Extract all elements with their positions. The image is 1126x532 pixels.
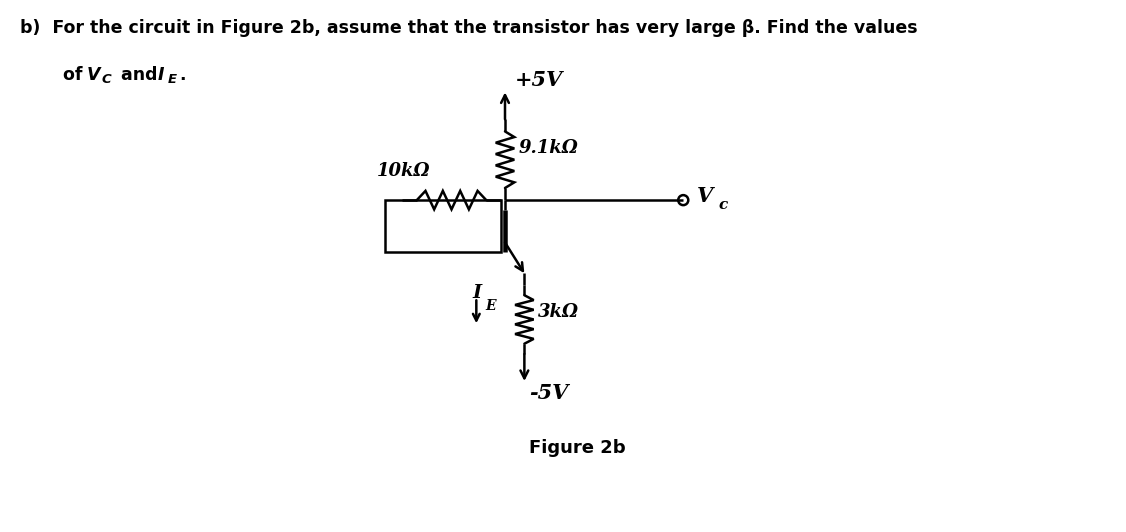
Text: of: of	[45, 66, 89, 85]
Text: +5V: +5V	[515, 70, 563, 90]
Text: c: c	[718, 198, 729, 212]
Text: .: .	[179, 66, 186, 85]
Text: b)  For the circuit in Figure 2b, assume that the transistor has very large β. F: b) For the circuit in Figure 2b, assume …	[20, 19, 918, 37]
Text: E: E	[168, 73, 177, 86]
Text: I: I	[473, 284, 482, 302]
Text: Figure 2b: Figure 2b	[529, 438, 625, 456]
Text: V: V	[87, 66, 100, 85]
Text: V: V	[697, 186, 714, 206]
Text: C: C	[101, 73, 111, 86]
Text: E: E	[485, 298, 495, 313]
Text: 9.1kΩ: 9.1kΩ	[519, 139, 579, 157]
Text: -5V: -5V	[529, 384, 569, 403]
Text: 10kΩ: 10kΩ	[377, 162, 430, 180]
Text: 3kΩ: 3kΩ	[538, 303, 579, 321]
Bar	[385, 200, 501, 252]
Text: I: I	[158, 66, 164, 85]
Text: and: and	[115, 66, 163, 85]
